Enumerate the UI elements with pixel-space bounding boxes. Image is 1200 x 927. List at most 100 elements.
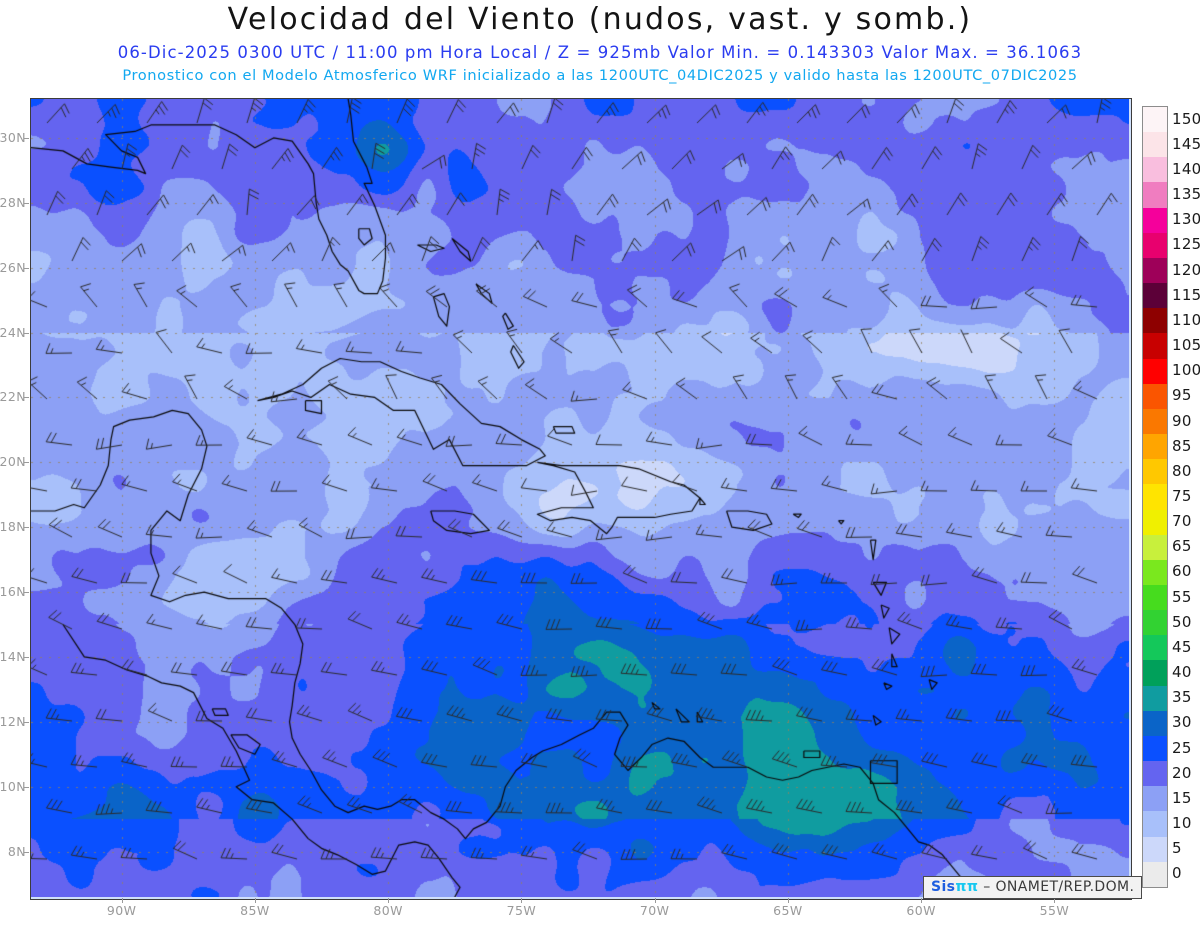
colorbar-tick-55: 55 [1172,587,1192,606]
x-axis-tick [921,898,923,903]
x-axis-tick [787,898,789,903]
colorbar-tick-140: 140 [1172,159,1200,178]
colorbar [1142,106,1168,888]
colorbar-swatch-125 [1143,232,1167,258]
colorbar-swatch-110 [1143,308,1167,334]
colorbar-swatch-130 [1143,207,1167,233]
watermark-pi-icon: ππ [955,879,979,895]
x-axis-label-70W: 70W [639,903,670,918]
colorbar-swatch-15 [1143,786,1167,812]
x-axis-label-85W: 85W [240,903,270,918]
colorbar-tick-115: 115 [1172,285,1200,304]
colorbar-swatch-5 [1143,836,1167,862]
colorbar-tick-35: 35 [1172,688,1192,707]
y-axis-label-14N: 14N [0,648,26,664]
page-title: Velocidad del Viento (nudos, vast. y som… [227,2,973,37]
colorbar-tick-50: 50 [1172,612,1192,631]
y-axis-label-10N: 10N [0,778,26,794]
colorbar-swatch-100 [1143,358,1167,384]
wind-speed-map-canvas [31,99,1129,897]
colorbar-swatch-140 [1143,157,1167,183]
y-axis-label-24N: 24N [0,324,26,340]
y-axis-tick [24,851,29,853]
forecast-valid-line: 06-Dic-2025 0300 UTC / 11:00 pm Hora Loc… [117,43,1083,62]
colorbar-swatch-85 [1143,434,1167,460]
x-axis-tick [654,898,656,903]
y-axis-label-30N: 30N [0,129,26,145]
y-axis-tick [24,592,29,594]
colorbar-swatch-30 [1143,710,1167,736]
colorbar-tick-5: 5 [1172,839,1182,858]
y-axis-label-28N: 28N [0,194,26,210]
colorbar-swatch-65 [1143,534,1167,560]
x-axis-label-90W: 90W [106,903,137,918]
colorbar-swatch-50 [1143,610,1167,636]
y-axis-label-26N: 26N [0,259,26,275]
colorbar-tick-15: 15 [1172,788,1192,807]
colorbar-tick-30: 30 [1172,713,1192,732]
x-axis-tick [121,898,123,903]
map-plot-area[interactable] [30,98,1132,900]
colorbar-swatch-25 [1143,735,1167,762]
y-axis-tick [24,527,29,529]
x-axis-label-60W: 60W [906,903,936,918]
y-axis-tick [24,656,29,658]
colorbar-swatch-75 [1143,484,1167,510]
colorbar-swatch-20 [1143,761,1167,787]
y-axis-tick [24,786,29,788]
colorbar-tick-60: 60 [1172,562,1192,581]
colorbar-tick-105: 105 [1172,336,1200,355]
watermark-sis-text: Sis [931,879,956,895]
colorbar-swatch-105 [1143,333,1167,359]
watermark-sistt-onamet: Sisππ – ONAMET/REP.DOM. [923,876,1143,899]
colorbar-tick-150: 150 [1172,109,1200,128]
colorbar-tick-40: 40 [1172,663,1192,682]
y-axis-tick [24,397,29,399]
y-axis-label-8N: 8N [7,843,26,859]
colorbar-tick-135: 135 [1172,185,1200,204]
colorbar-swatch-45 [1143,635,1167,661]
colorbar-swatch-10 [1143,811,1167,837]
colorbar-swatch-35 [1143,685,1167,711]
colorbar-tick-10: 10 [1172,814,1192,833]
colorbar-swatch-55 [1143,584,1167,611]
model-info-line: Pronostico con el Modelo Atmosferico WRF… [122,67,1078,84]
x-axis-tick [254,898,256,903]
x-axis-label-75W: 75W [506,903,537,918]
y-axis-label-16N: 16N [0,584,26,600]
colorbar-tick-75: 75 [1172,487,1192,505]
colorbar-tick-125: 125 [1172,235,1200,254]
colorbar-swatch-60 [1143,559,1167,585]
colorbar-swatch-90 [1143,408,1167,435]
colorbar-tick-95: 95 [1172,386,1192,405]
colorbar-tick-120: 120 [1172,260,1200,279]
colorbar-swatch-145 [1143,132,1167,158]
y-axis-tick [24,202,29,204]
y-axis-label-20N: 20N [0,454,26,470]
colorbar-swatch-40 [1143,660,1167,686]
colorbar-tick-45: 45 [1172,637,1192,656]
y-axis-tick [24,267,29,269]
colorbar-tick-85: 85 [1172,436,1192,455]
colorbar-tick-70: 70 [1172,512,1192,531]
colorbar-tick-65: 65 [1172,537,1192,556]
colorbar-tick-90: 90 [1172,411,1192,430]
y-axis-label-18N: 18N [0,519,26,535]
x-axis-tick [388,898,390,903]
x-axis-tick [1054,898,1056,903]
colorbar-tick-130: 130 [1172,210,1200,229]
y-axis-label-12N: 12N [0,713,26,729]
x-axis-tick [521,898,523,903]
colorbar-swatch-135 [1143,182,1167,208]
x-axis-label-55W: 55W [1039,903,1070,918]
colorbar-tick-80: 80 [1172,461,1192,480]
colorbar-tick-0: 0 [1172,864,1182,883]
colorbar-swatch-80 [1143,459,1167,485]
colorbar-swatch-0 [1143,861,1167,887]
y-axis-tick [24,462,29,464]
colorbar-tick-25: 25 [1172,738,1192,757]
colorbar-swatch-150 [1143,107,1167,133]
colorbar-swatch-115 [1143,283,1167,309]
colorbar-tick-20: 20 [1172,763,1192,782]
watermark-agency-text: – ONAMET/REP.DOM. [978,879,1135,895]
